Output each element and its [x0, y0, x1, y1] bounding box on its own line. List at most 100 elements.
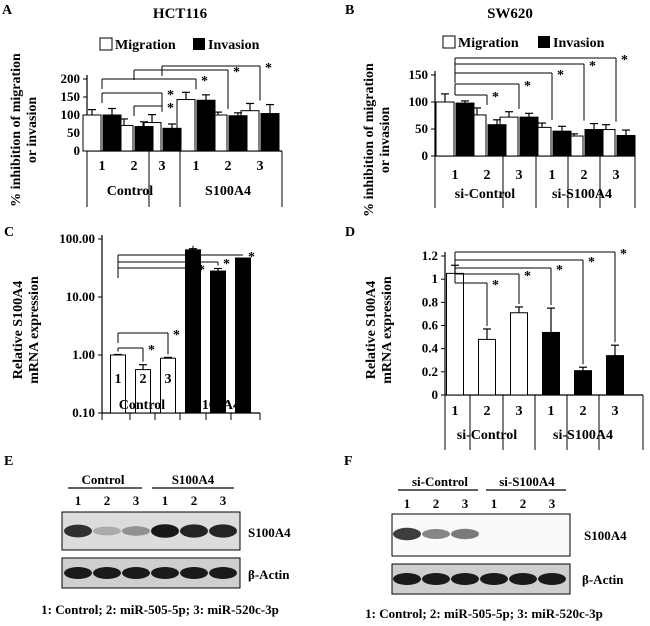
- y-tick-label: 200: [61, 71, 81, 86]
- blot-e-s100a4-label: S100A4: [248, 525, 291, 540]
- significance-star: *: [524, 269, 531, 284]
- significance-star: *: [621, 53, 628, 68]
- group-label: S100A4: [194, 398, 240, 413]
- significance-star: *: [588, 255, 595, 270]
- band-s100a4: [64, 524, 92, 538]
- category-label: 1: [193, 159, 200, 174]
- y-tick-label: 0: [422, 148, 429, 163]
- category-label: 2: [215, 372, 222, 387]
- plot-area-d: 0 0.2 0.4 0.6 0.8 1 1.2 1 2 3 1 2 3 si-Control si-S100…: [422, 247, 644, 450]
- legend-invasion-swatch-b: [538, 36, 550, 48]
- category-label: 3: [159, 159, 166, 174]
- blot-e-actin-label: β-Actin: [248, 567, 290, 582]
- blot-e-s100a4-bands: [64, 524, 237, 538]
- bar-s100a4-mrna: [235, 257, 251, 414]
- significance-star: *: [524, 79, 531, 94]
- y-tick-label: 100.00: [59, 231, 95, 246]
- blot-f-actin-bands: [393, 573, 566, 585]
- y-tick-label: 100: [409, 94, 429, 109]
- band-beta-actin: [480, 573, 508, 585]
- bar-invasion: [228, 115, 248, 152]
- y-tick-label: 150: [409, 67, 429, 82]
- category-label: 1: [190, 372, 197, 387]
- bar-invasion: [455, 102, 475, 157]
- lane-number: 2: [433, 496, 440, 511]
- band-beta-actin: [209, 567, 237, 579]
- significance-star: *: [492, 90, 499, 105]
- band-beta-actin: [93, 567, 121, 579]
- band-beta-actin: [422, 573, 450, 585]
- bar-s100a4-mrna: [510, 312, 528, 396]
- lane-number: 1: [491, 496, 498, 511]
- category-label: 3: [612, 404, 619, 419]
- bar-migration: [435, 101, 455, 157]
- panel-f: F si-Control si-S100A4 1 2 3 1 2 3 S100A4 β-A…: [344, 454, 627, 621]
- band-s100a4: [209, 524, 237, 538]
- panel-a-label: A: [2, 3, 13, 18]
- y-axis-label-a-line1: % inhibition of migration: [9, 53, 24, 207]
- category-label: 3: [516, 404, 523, 419]
- band-s100a4: [451, 528, 479, 540]
- bar-s100a4-mrna: [478, 338, 496, 396]
- bar-invasion: [260, 113, 280, 152]
- panel-b-label: B: [345, 3, 354, 18]
- blot-f-caption: 1: Control; 2: miR-505-5p; 3: miR-520c-3…: [365, 606, 603, 621]
- panel-e-label: E: [4, 454, 13, 469]
- category-label: 1: [452, 404, 459, 419]
- blot-e-group1-label: Control: [81, 472, 124, 487]
- panel-c-label: C: [4, 225, 14, 240]
- bar-invasion: [519, 116, 539, 157]
- blot-f-actin-label: β-Actin: [582, 572, 624, 587]
- y-axis-label-d-line2: mRNA expression: [380, 276, 395, 384]
- legend-invasion-label-a: Invasion: [208, 38, 260, 53]
- blot-e-actin-bands: [64, 567, 237, 579]
- category-label: 2: [131, 159, 138, 174]
- y-axis-label-c-line1: Relative S100A4: [11, 281, 26, 379]
- category-label: 1: [115, 372, 122, 387]
- significance-star: *: [233, 65, 240, 80]
- y-tick-label: 50: [67, 125, 80, 140]
- significance-star: *: [556, 263, 563, 278]
- lane-number: 3: [462, 496, 469, 511]
- bar-invasion: [134, 126, 154, 152]
- blot-f-s100a4-bands: [393, 527, 479, 541]
- blot-f-group2-label: si-S100A4: [499, 474, 555, 489]
- band-beta-actin: [122, 567, 150, 579]
- y-axis-label-c-line2: mRNA expression: [27, 276, 42, 384]
- band-beta-actin: [64, 567, 92, 579]
- band-beta-actin: [538, 573, 566, 585]
- blot-e-lane-numbers: 1 2 3 1 2 3: [75, 493, 227, 508]
- bar-invasion: [487, 124, 507, 157]
- significance-star: *: [173, 328, 180, 343]
- significance-star: *: [620, 247, 627, 262]
- y-tick-label: 10.00: [66, 289, 95, 304]
- legend-migration-swatch-a: [99, 37, 113, 51]
- blot-f-group1-label: si-Control: [412, 474, 468, 489]
- lane-number: 3: [220, 493, 227, 508]
- y-tick-label: 150: [61, 89, 81, 104]
- significance-star: *: [557, 68, 564, 83]
- bar-s100a4-mrna: [574, 370, 592, 396]
- category-label: 3: [165, 372, 172, 387]
- panel-b: B SW620 Migration Invasion % inhibition …: [345, 3, 636, 217]
- lane-number: 1: [162, 493, 169, 508]
- group-label: Control: [119, 398, 166, 413]
- band-s100a4: [151, 524, 179, 538]
- band-s100a4: [93, 526, 121, 536]
- category-label: 2: [581, 168, 588, 183]
- category-label: 2: [580, 404, 587, 419]
- bar-invasion: [102, 114, 122, 152]
- significance-star: *: [167, 101, 174, 116]
- bar-invasion: [584, 129, 604, 157]
- bar-s100a4-mrna: [210, 270, 226, 414]
- significance-star: *: [201, 74, 208, 89]
- panel-d: D Relative S100A4 mRNA expression 0 0.2 0.…: [345, 225, 644, 450]
- category-label: 1: [549, 168, 556, 183]
- category-label: 2: [140, 372, 147, 387]
- group-label: si-Control: [455, 187, 516, 202]
- lane-number: 2: [191, 493, 198, 508]
- blot-f-s100a4-label: S100A4: [584, 528, 627, 543]
- category-label: 2: [225, 159, 232, 174]
- significance-star: *: [492, 278, 499, 293]
